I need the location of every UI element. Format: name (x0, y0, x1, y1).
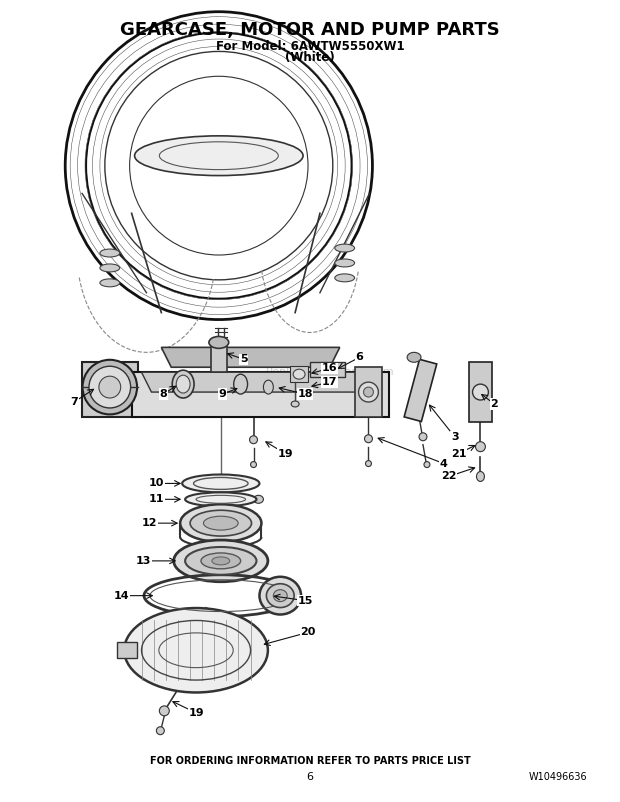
Ellipse shape (212, 557, 230, 565)
Text: 19: 19 (188, 708, 204, 718)
Polygon shape (131, 372, 389, 417)
Ellipse shape (424, 462, 430, 468)
Ellipse shape (89, 367, 131, 408)
Text: 6: 6 (356, 352, 363, 363)
Ellipse shape (358, 382, 378, 402)
Text: 22: 22 (441, 472, 456, 481)
Ellipse shape (335, 259, 355, 267)
Text: GEARCASE, MOTOR AND PUMP PARTS: GEARCASE, MOTOR AND PUMP PARTS (120, 21, 500, 38)
Text: 5: 5 (240, 354, 247, 364)
Ellipse shape (135, 136, 303, 176)
Text: W10496636: W10496636 (529, 772, 588, 783)
Text: 2: 2 (490, 399, 498, 409)
Text: 10: 10 (149, 479, 164, 488)
Ellipse shape (201, 553, 241, 569)
Ellipse shape (174, 540, 268, 581)
Ellipse shape (100, 264, 120, 272)
Ellipse shape (267, 584, 294, 608)
Ellipse shape (159, 706, 169, 716)
Ellipse shape (335, 274, 355, 282)
Ellipse shape (124, 608, 268, 692)
Text: 3: 3 (451, 431, 459, 442)
Bar (355, 367, 383, 417)
Ellipse shape (82, 360, 137, 415)
Text: For Model: 6AWTW5550XW1: For Model: 6AWTW5550XW1 (216, 40, 404, 53)
Text: 17: 17 (322, 377, 337, 387)
Ellipse shape (156, 727, 164, 735)
Ellipse shape (291, 401, 299, 407)
Ellipse shape (477, 472, 484, 481)
Text: 4: 4 (440, 459, 448, 468)
Ellipse shape (259, 577, 301, 614)
Ellipse shape (254, 496, 264, 504)
Ellipse shape (293, 369, 305, 379)
Bar (117, 642, 136, 658)
Text: FOR ORDERING INFORMATION REFER TO PARTS PRICE LIST: FOR ORDERING INFORMATION REFER TO PARTS … (149, 756, 471, 767)
Text: (White): (White) (285, 51, 335, 64)
Text: 21: 21 (451, 448, 466, 459)
Ellipse shape (264, 380, 273, 394)
Ellipse shape (100, 279, 120, 287)
Ellipse shape (182, 475, 259, 492)
Bar (211, 342, 227, 372)
Ellipse shape (419, 433, 427, 441)
Ellipse shape (250, 462, 257, 468)
Ellipse shape (99, 376, 121, 398)
Polygon shape (161, 347, 340, 367)
Ellipse shape (185, 492, 257, 506)
Ellipse shape (476, 442, 485, 452)
Text: 18: 18 (298, 389, 313, 399)
Text: 20: 20 (300, 627, 316, 638)
Bar (469, 363, 492, 422)
Ellipse shape (249, 435, 257, 444)
Ellipse shape (209, 337, 229, 348)
Polygon shape (141, 372, 370, 392)
Ellipse shape (180, 504, 262, 542)
Ellipse shape (234, 375, 247, 394)
Text: 16: 16 (322, 363, 338, 373)
Ellipse shape (172, 371, 194, 398)
Ellipse shape (190, 510, 252, 536)
Ellipse shape (365, 435, 373, 443)
Text: 11: 11 (149, 494, 164, 504)
Text: 19: 19 (277, 448, 293, 459)
Ellipse shape (176, 375, 190, 393)
Ellipse shape (100, 249, 120, 257)
Ellipse shape (185, 547, 257, 575)
Text: 8: 8 (159, 389, 167, 399)
Text: 7: 7 (70, 397, 78, 407)
Ellipse shape (366, 460, 371, 467)
Text: 15: 15 (298, 596, 312, 606)
Ellipse shape (335, 244, 355, 252)
Text: ReplacementParts.com: ReplacementParts.com (265, 367, 394, 377)
Text: 9: 9 (219, 389, 227, 399)
Bar (290, 367, 308, 382)
Ellipse shape (472, 384, 489, 400)
Ellipse shape (363, 387, 373, 397)
Text: 13: 13 (136, 556, 151, 566)
Text: 14: 14 (114, 590, 130, 601)
Text: 6: 6 (306, 772, 314, 783)
Ellipse shape (407, 352, 421, 363)
Ellipse shape (273, 589, 287, 602)
Bar (404, 359, 436, 422)
Ellipse shape (203, 516, 238, 530)
Bar (310, 363, 345, 377)
Text: 12: 12 (142, 518, 157, 529)
Bar (82, 363, 138, 417)
